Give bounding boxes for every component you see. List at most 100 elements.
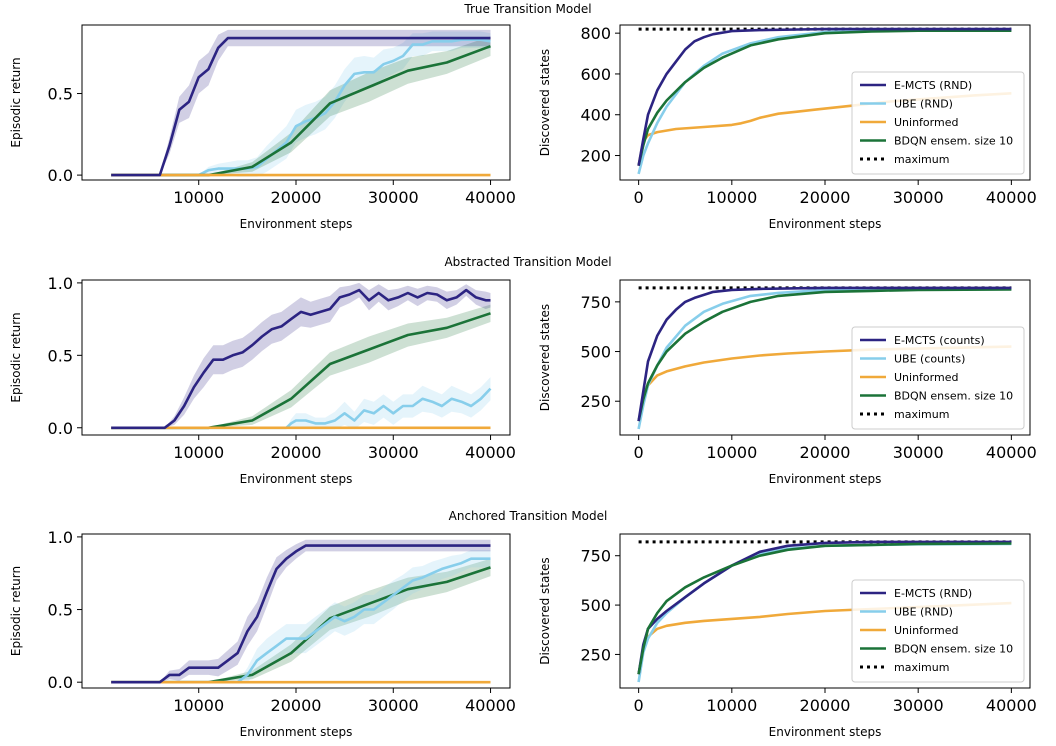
line-bdqn	[637, 542, 1012, 675]
x-tick-label: 10000	[706, 696, 757, 715]
legend-box	[851, 579, 1025, 683]
y-axis-label: Discovered states	[538, 304, 552, 411]
y-tick-label: 400	[580, 106, 611, 125]
line-bdqn	[111, 312, 491, 430]
x-tick-label: 40000	[986, 443, 1037, 462]
y-axis-label: Episodic return	[9, 312, 23, 402]
x-tick-label: 30000	[368, 443, 419, 462]
plot-area	[111, 282, 492, 430]
row-title: Anchored Transition Model	[449, 509, 608, 523]
y-tick-label: 750	[580, 547, 611, 566]
line-emcts	[111, 36, 491, 177]
states-panel: 0 10000 20000 30000 40000 250 500 750 Environmen…	[538, 279, 1037, 486]
x-tick-label: 30000	[893, 443, 944, 462]
legend-entry-uninformed: Uninformed	[894, 116, 958, 129]
y-tick-label: 1.0	[48, 528, 73, 547]
x-tick-label: 10000	[173, 696, 224, 715]
x-tick-label: 20000	[271, 443, 322, 462]
row-title: True Transition Model	[463, 2, 591, 16]
y-tick-label: 0.5	[48, 601, 73, 620]
states-panel: 0 10000 20000 30000 40000 250 500 750 Environmen…	[538, 533, 1037, 739]
x-tick-label: 40000	[465, 188, 516, 207]
legend: E-MCTS (counts) UBE (counts) Uninformed BDQ…	[851, 326, 1025, 430]
x-axis-label: Environment steps	[769, 725, 882, 739]
line-bdqn	[111, 566, 491, 684]
band-ube	[111, 550, 491, 683]
y-tick-label: 750	[580, 293, 611, 312]
line-bdqn	[637, 288, 1012, 422]
y-tick-label: 600	[580, 65, 611, 84]
legend-entry-emcts: E-MCTS (counts)	[894, 334, 985, 347]
x-tick-label: 20000	[800, 696, 851, 715]
x-axis-label: Environment steps	[769, 217, 882, 231]
line-ube	[111, 387, 492, 430]
legend-entry-uninformed: Uninformed	[894, 371, 958, 384]
legend-entry-maximum: maximum	[894, 153, 949, 166]
legend-entry-bdqn: BDQN ensem. size 10	[894, 135, 1013, 148]
line-emcts	[111, 544, 491, 684]
legend-entry-uninformed: Uninformed	[894, 624, 958, 637]
legend: E-MCTS (RND) UBE (RND) Uninformed BDQN ense…	[851, 71, 1025, 175]
y-tick-label: 0.0	[48, 673, 73, 692]
y-tick-label: 1.0	[48, 274, 73, 293]
legend-entry-bdqn: BDQN ensem. size 10	[894, 390, 1013, 403]
line-bdqn	[111, 44, 491, 177]
band-emcts	[111, 539, 491, 683]
y-tick-label: 800	[580, 24, 611, 43]
y-tick-label: 0.5	[48, 346, 73, 365]
x-tick-label: 40000	[986, 696, 1037, 715]
legend-entry-bdqn: BDQN ensem. size 10	[894, 643, 1013, 656]
x-tick-label: 40000	[465, 443, 516, 462]
band-bdqn	[111, 304, 491, 428]
x-tick-label: 30000	[893, 188, 944, 207]
y-axis-label: Episodic return	[9, 566, 23, 656]
x-axis-label: Environment steps	[240, 217, 353, 231]
legend-entry-maximum: maximum	[894, 661, 949, 674]
x-tick-label: 10000	[706, 188, 757, 207]
x-tick-label: 30000	[368, 696, 419, 715]
x-tick-label: 0	[634, 696, 644, 715]
legend-box	[851, 326, 1025, 430]
band-bdqn	[111, 36, 491, 176]
legend-entry-ube: UBE (RND)	[894, 98, 953, 111]
x-tick-label: 30000	[368, 188, 419, 207]
row-title: Abstracted Transition Model	[444, 255, 611, 269]
legend-box	[851, 71, 1025, 175]
legend-entry-emcts: E-MCTS (RND)	[894, 79, 972, 92]
plot-area	[111, 29, 491, 177]
x-axis-label: Environment steps	[240, 472, 353, 486]
plot-area	[111, 539, 491, 684]
legend-entry-emcts: E-MCTS (RND)	[894, 587, 972, 600]
x-tick-label: 20000	[800, 443, 851, 462]
x-tick-label: 10000	[173, 443, 224, 462]
x-tick-label: 10000	[173, 188, 224, 207]
y-tick-label: 200	[580, 147, 611, 166]
line-emcts	[637, 286, 1012, 422]
y-axis-label: Discovered states	[538, 49, 552, 156]
line-emcts	[637, 27, 1012, 166]
legend-entry-ube: UBE (RND)	[894, 606, 953, 619]
line-ube	[111, 557, 491, 684]
x-tick-label: 30000	[893, 696, 944, 715]
x-axis-label: Environment steps	[769, 472, 882, 486]
x-tick-label: 20000	[271, 696, 322, 715]
line-bdqn	[637, 29, 1012, 166]
y-tick-label: 250	[580, 645, 611, 664]
band-bdqn	[111, 558, 491, 683]
x-tick-label: 20000	[800, 188, 851, 207]
y-axis-label: Episodic return	[9, 57, 23, 147]
x-tick-label: 40000	[465, 696, 516, 715]
x-tick-label: 20000	[271, 188, 322, 207]
legend-entry-ube: UBE (counts)	[894, 353, 965, 366]
y-tick-label: 0.0	[48, 166, 73, 185]
y-tick-label: 500	[580, 596, 611, 615]
y-tick-label: 250	[580, 392, 611, 411]
x-tick-label: 0	[634, 443, 644, 462]
x-axis-label: Environment steps	[240, 725, 353, 739]
x-tick-label: 10000	[706, 443, 757, 462]
line-emcts	[111, 288, 491, 430]
return-panel: 10000 20000 30000 40000 0.0 0.5 1.0 Environment…	[9, 528, 516, 739]
band-emcts	[111, 29, 491, 176]
y-axis-label: Discovered states	[538, 557, 552, 664]
